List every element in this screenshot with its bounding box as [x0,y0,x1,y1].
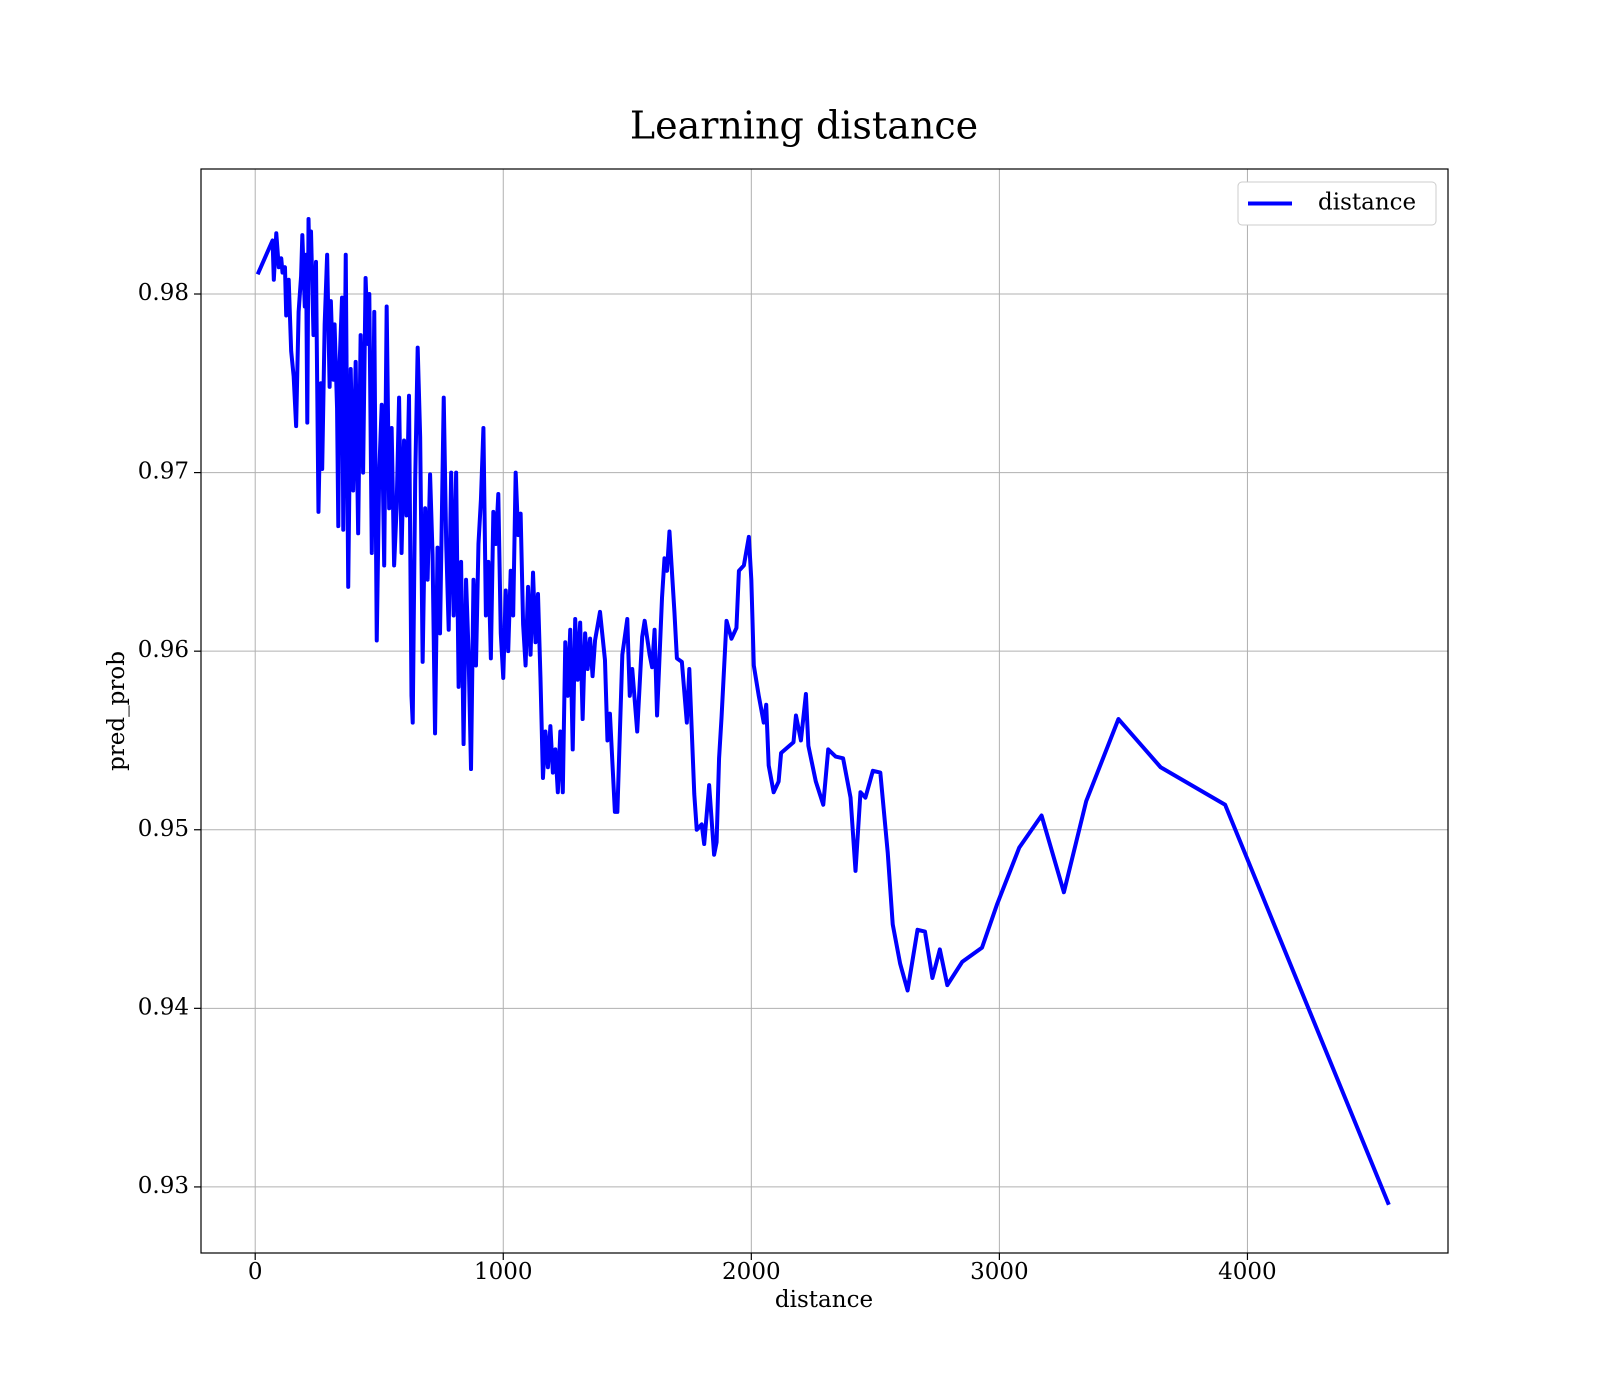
y-tick-label: 0.95 [138,816,189,842]
y-tick-label: 0.94 [138,994,189,1020]
x-axis-label: distance [775,1287,873,1313]
x-tick-label: 2000 [722,1259,781,1285]
y-tick-label: 0.98 [138,280,189,306]
legend-label: distance [1318,190,1416,216]
plot-frame [200,168,1449,1254]
data-line [255,217,1391,1206]
x-tick-label: 4000 [1218,1259,1277,1285]
y-tick-label: 0.96 [138,637,189,663]
legend-box [1237,181,1437,226]
x-tick-label: 3000 [970,1259,1029,1285]
x-tick-label: 1000 [474,1259,533,1285]
chart-title: Learning distance [630,104,978,148]
y-axis-label: pred_prob [104,651,130,771]
x-tick-label: 0 [248,1259,263,1285]
y-tick-label: 0.93 [138,1173,189,1199]
y-tick-label: 0.97 [138,459,189,485]
